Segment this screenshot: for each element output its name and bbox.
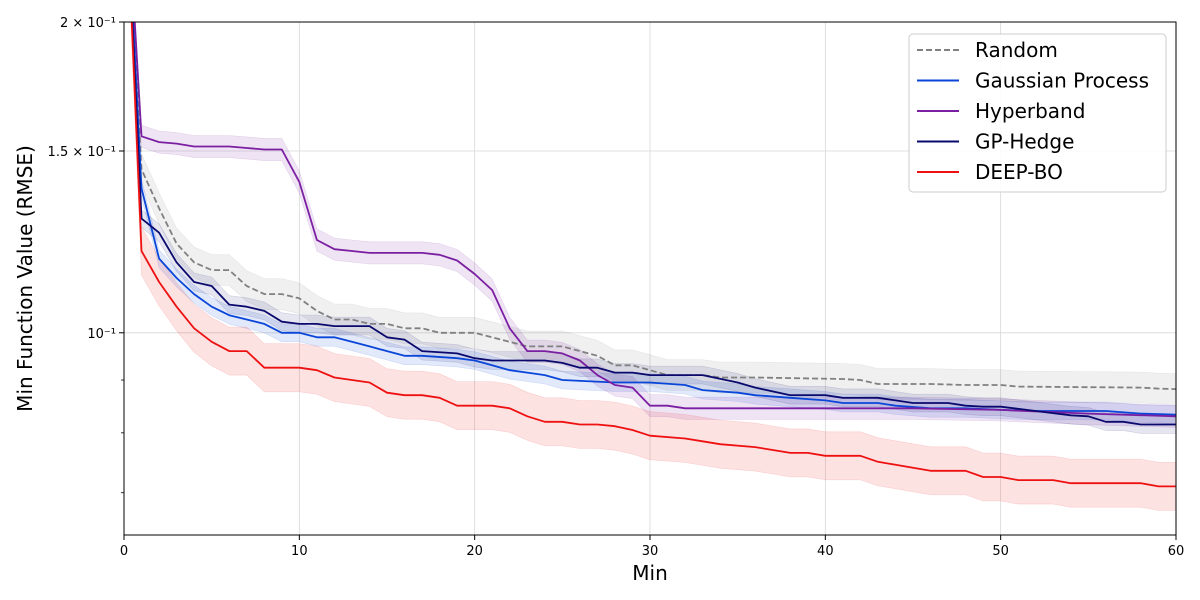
- band-random: [132, 22, 1176, 405]
- legend-label-gaussian-process: Gaussian Process: [975, 69, 1149, 93]
- x-tick-label: 10: [291, 544, 308, 559]
- x-tick-label: 40: [817, 544, 834, 559]
- band-hyperband: [133, 22, 1176, 428]
- y-tick-label: 2 × 10⁻¹: [60, 16, 116, 31]
- band-gaussian-process: [132, 22, 1176, 424]
- series-line-gp-hedge: [131, 22, 1176, 426]
- series-line-random: [132, 22, 1176, 390]
- x-axis-title: Min: [632, 561, 668, 585]
- x-tick-label: 0: [120, 544, 128, 559]
- band-deep-bo: [130, 22, 1176, 511]
- y-tick-label: 1.5 × 10⁻¹: [48, 145, 116, 160]
- legend-label-random: Random: [975, 38, 1058, 62]
- series-lines: [130, 22, 1176, 488]
- series-line-gaussian-process: [132, 22, 1176, 416]
- confidence-bands: [130, 22, 1176, 511]
- legend-label-deep-bo: DEEP-BO: [975, 160, 1063, 184]
- x-tick-label: 30: [642, 544, 659, 559]
- legend-label-hyperband: Hyperband: [975, 99, 1085, 123]
- axis-ticks: 0 10 20 30 40 50 60 10⁻¹ 1.5 × 10⁻¹ 2 × 10⁻¹: [48, 16, 1185, 559]
- series-line-hyperband: [133, 22, 1176, 418]
- legend-box: [908, 33, 1167, 193]
- x-tick-label: 50: [992, 544, 1009, 559]
- series-line-deep-bo: [130, 22, 1176, 488]
- legend-label-gp-hedge: GP-Hedge: [975, 130, 1074, 154]
- x-tick-label: 20: [466, 544, 483, 559]
- band-gp-hedge: [131, 22, 1176, 434]
- x-tick-label: 60: [1168, 544, 1185, 559]
- legend: Random Gaussian Process Hyperband GP-Hedge D…: [908, 33, 1167, 193]
- y-axis-title: Min Function Value (RMSE): [13, 145, 37, 412]
- y-tick-label: 10⁻¹: [87, 327, 116, 342]
